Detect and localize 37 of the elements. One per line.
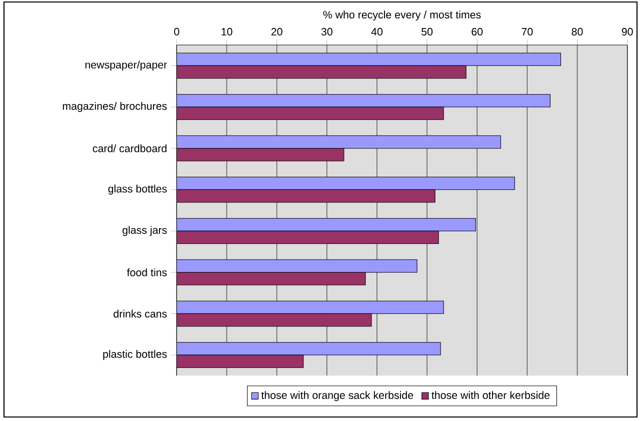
bar (176, 342, 441, 356)
x-tick-label: 20 (271, 28, 282, 36)
y-tick-label: newspaper/paper (85, 60, 167, 71)
bar (176, 94, 550, 108)
x-tick-label: 80 (572, 28, 583, 36)
bar (176, 272, 366, 286)
x-tick-label: 30 (321, 28, 332, 36)
bar (176, 313, 372, 327)
x-axis-title: % who recycle every / most times (323, 10, 481, 21)
bar (176, 65, 466, 79)
bar (176, 189, 436, 203)
x-tick-label: 40 (371, 28, 382, 36)
bar (176, 135, 501, 149)
y-tick-label: magazines/ brochures (62, 102, 167, 112)
bar (176, 148, 344, 162)
y-tick-label: drinks cans (114, 310, 167, 318)
y-tick-label: food tins (126, 268, 167, 276)
bar (176, 354, 304, 368)
x-tick-label: 70 (522, 28, 533, 36)
y-tick-label: card/ cardboard (92, 144, 166, 152)
bar (176, 52, 562, 66)
y-tick-label: glass jars (122, 226, 167, 236)
x-tick-label: 60 (472, 28, 483, 36)
bar (176, 259, 418, 273)
x-tick-label: 10 (222, 28, 232, 36)
legend-label: those with orange sack kerbside (261, 391, 414, 402)
x-tick-label: 50 (422, 28, 433, 36)
bar (176, 300, 444, 314)
bar (176, 106, 444, 120)
bar (176, 176, 515, 190)
bar (176, 230, 439, 244)
x-tick-label: 0 (174, 28, 180, 36)
legend-label: those with other kerbside (432, 391, 550, 400)
x-tick-label: 90 (622, 28, 633, 36)
y-tick-label: glass bottles (108, 184, 167, 195)
y-tick-label: plastic bottles (103, 350, 167, 360)
bar (176, 218, 476, 232)
